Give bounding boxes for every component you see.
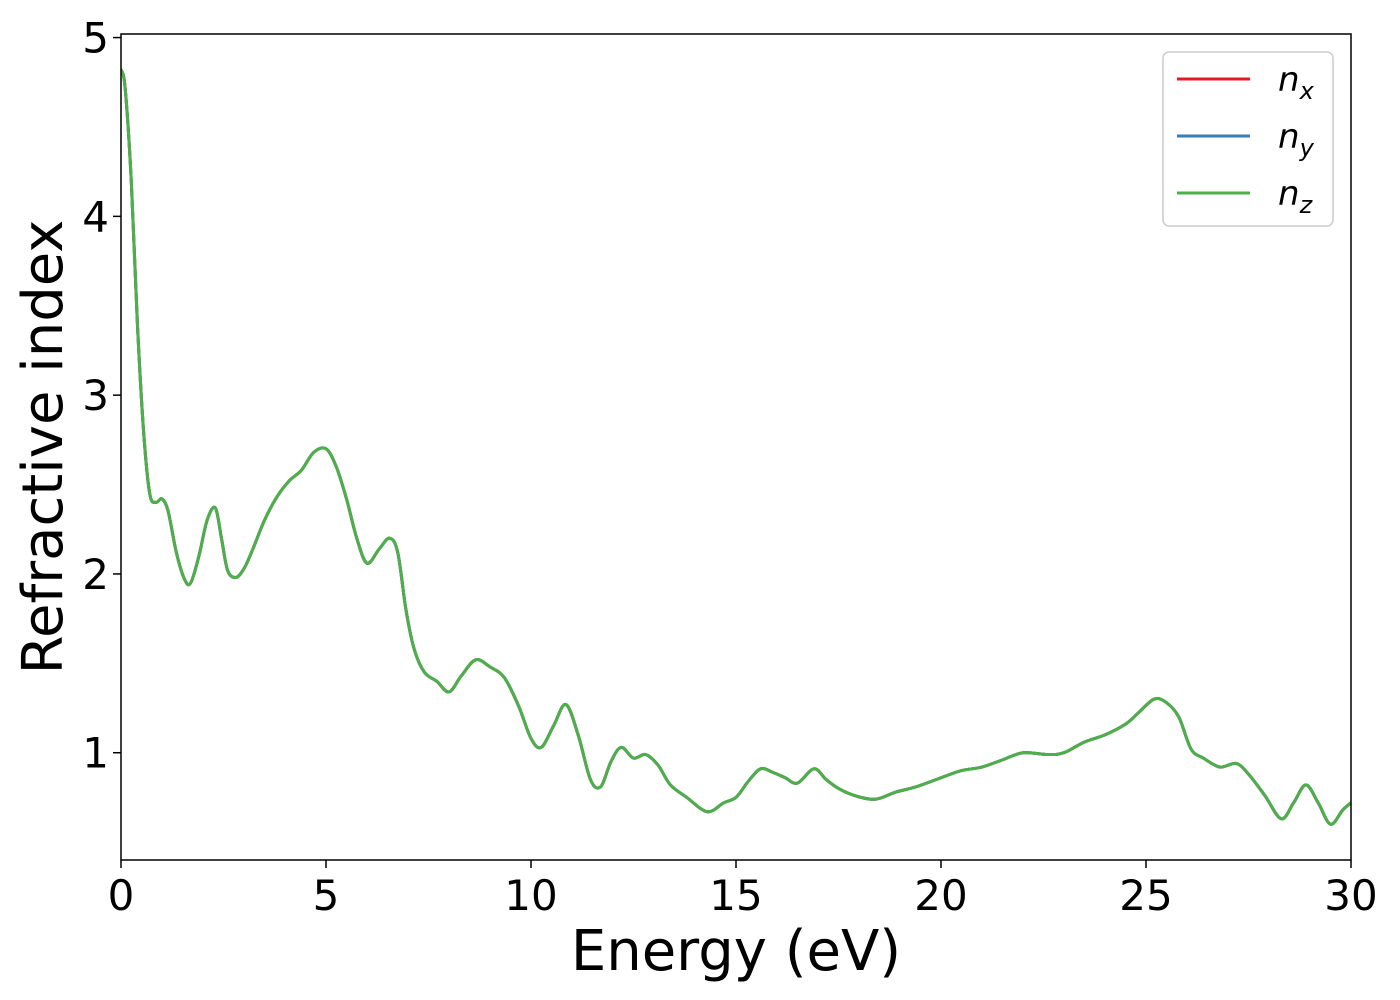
y-axis-ticks: 1 2 3 4 5 xyxy=(82,14,121,778)
legend: nx ny nz xyxy=(1162,51,1334,227)
x-tick-label: 15 xyxy=(709,871,762,920)
y-tick-label: 2 xyxy=(82,550,109,599)
y-tick-label: 1 xyxy=(82,729,109,778)
x-tick-label: 5 xyxy=(313,871,340,920)
x-tick-label: 30 xyxy=(1324,871,1377,920)
y-axis-label: Refractive index xyxy=(11,220,76,675)
legend-box xyxy=(1162,51,1334,227)
x-axis-label: Energy (eV) xyxy=(571,919,901,984)
plot-background xyxy=(121,34,1351,860)
x-tick-label: 0 xyxy=(108,871,135,920)
legend-label-n-y: ny xyxy=(1278,117,1315,162)
x-tick-label: 20 xyxy=(914,871,967,920)
legend-label-n-x: nx xyxy=(1278,60,1315,105)
x-tick-label: 25 xyxy=(1119,871,1172,920)
y-tick-label: 3 xyxy=(82,371,109,420)
y-tick-label: 5 xyxy=(82,14,109,63)
series-line-n-z xyxy=(121,68,1351,826)
legend-label-n-z: nz xyxy=(1278,174,1314,219)
x-axis-ticks: 0 5 10 15 20 25 30 xyxy=(108,860,1378,920)
x-tick-label: 10 xyxy=(504,871,557,920)
y-tick-label: 4 xyxy=(82,192,109,241)
series-layer xyxy=(121,68,1351,826)
